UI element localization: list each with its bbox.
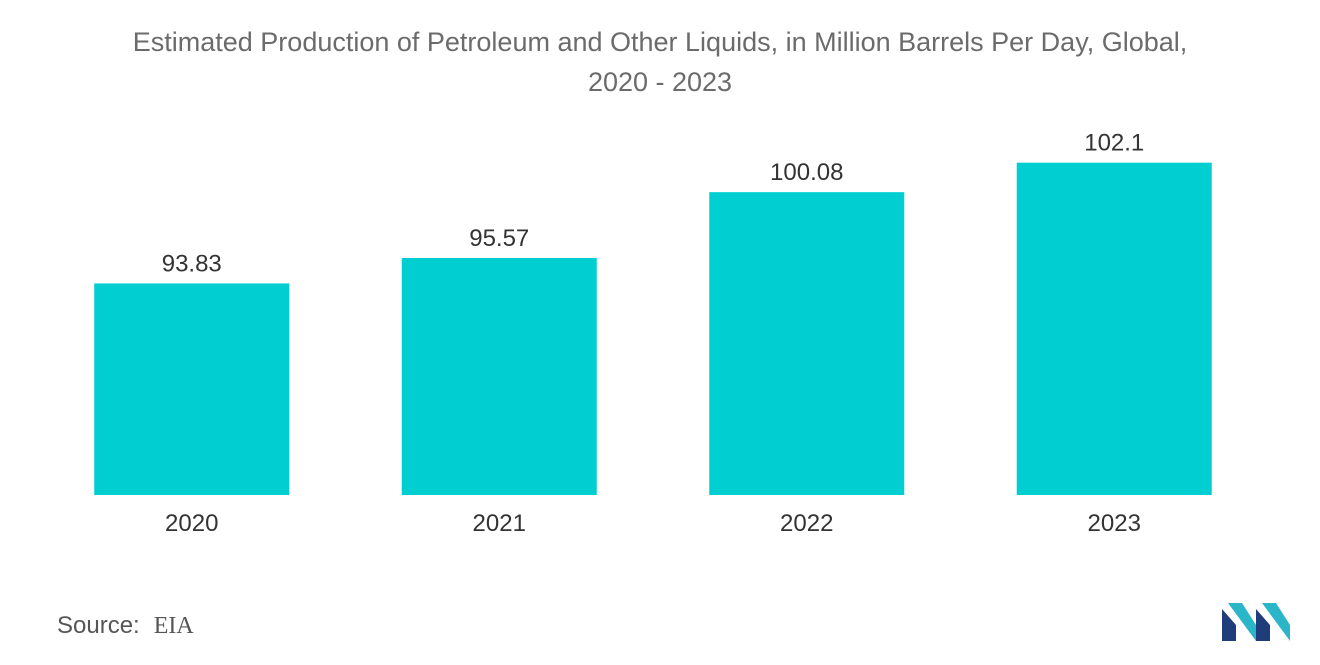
data-label-2022: 100.08 (770, 159, 843, 186)
chart-title: Estimated Production of Petroleum and Ot… (0, 22, 1320, 102)
chart-title-line-1: Estimated Production of Petroleum and Ot… (132, 27, 1188, 57)
x-tick-label-2023: 2023 (1088, 510, 1141, 537)
data-label-2020: 93.83 (162, 250, 222, 277)
source-note: Source: EIA (57, 612, 194, 640)
x-tick-label-2020: 2020 (165, 510, 218, 537)
source-label: Source: (57, 612, 140, 639)
x-tick-label-2022: 2022 (780, 510, 833, 537)
bar-2021 (401, 258, 597, 495)
bar-2022 (709, 192, 905, 495)
data-label-2021: 95.57 (469, 225, 529, 252)
chart-title-line-2: 2020 - 2023 (587, 67, 733, 97)
bar-2020 (94, 283, 290, 495)
bar-2023 (1016, 162, 1212, 496)
data-label-2023: 102.1 (1084, 130, 1144, 157)
x-tick-label-2021: 2021 (473, 510, 526, 537)
mordor-intelligence-logo-icon (1222, 603, 1290, 641)
source-value: EIA (153, 613, 194, 639)
